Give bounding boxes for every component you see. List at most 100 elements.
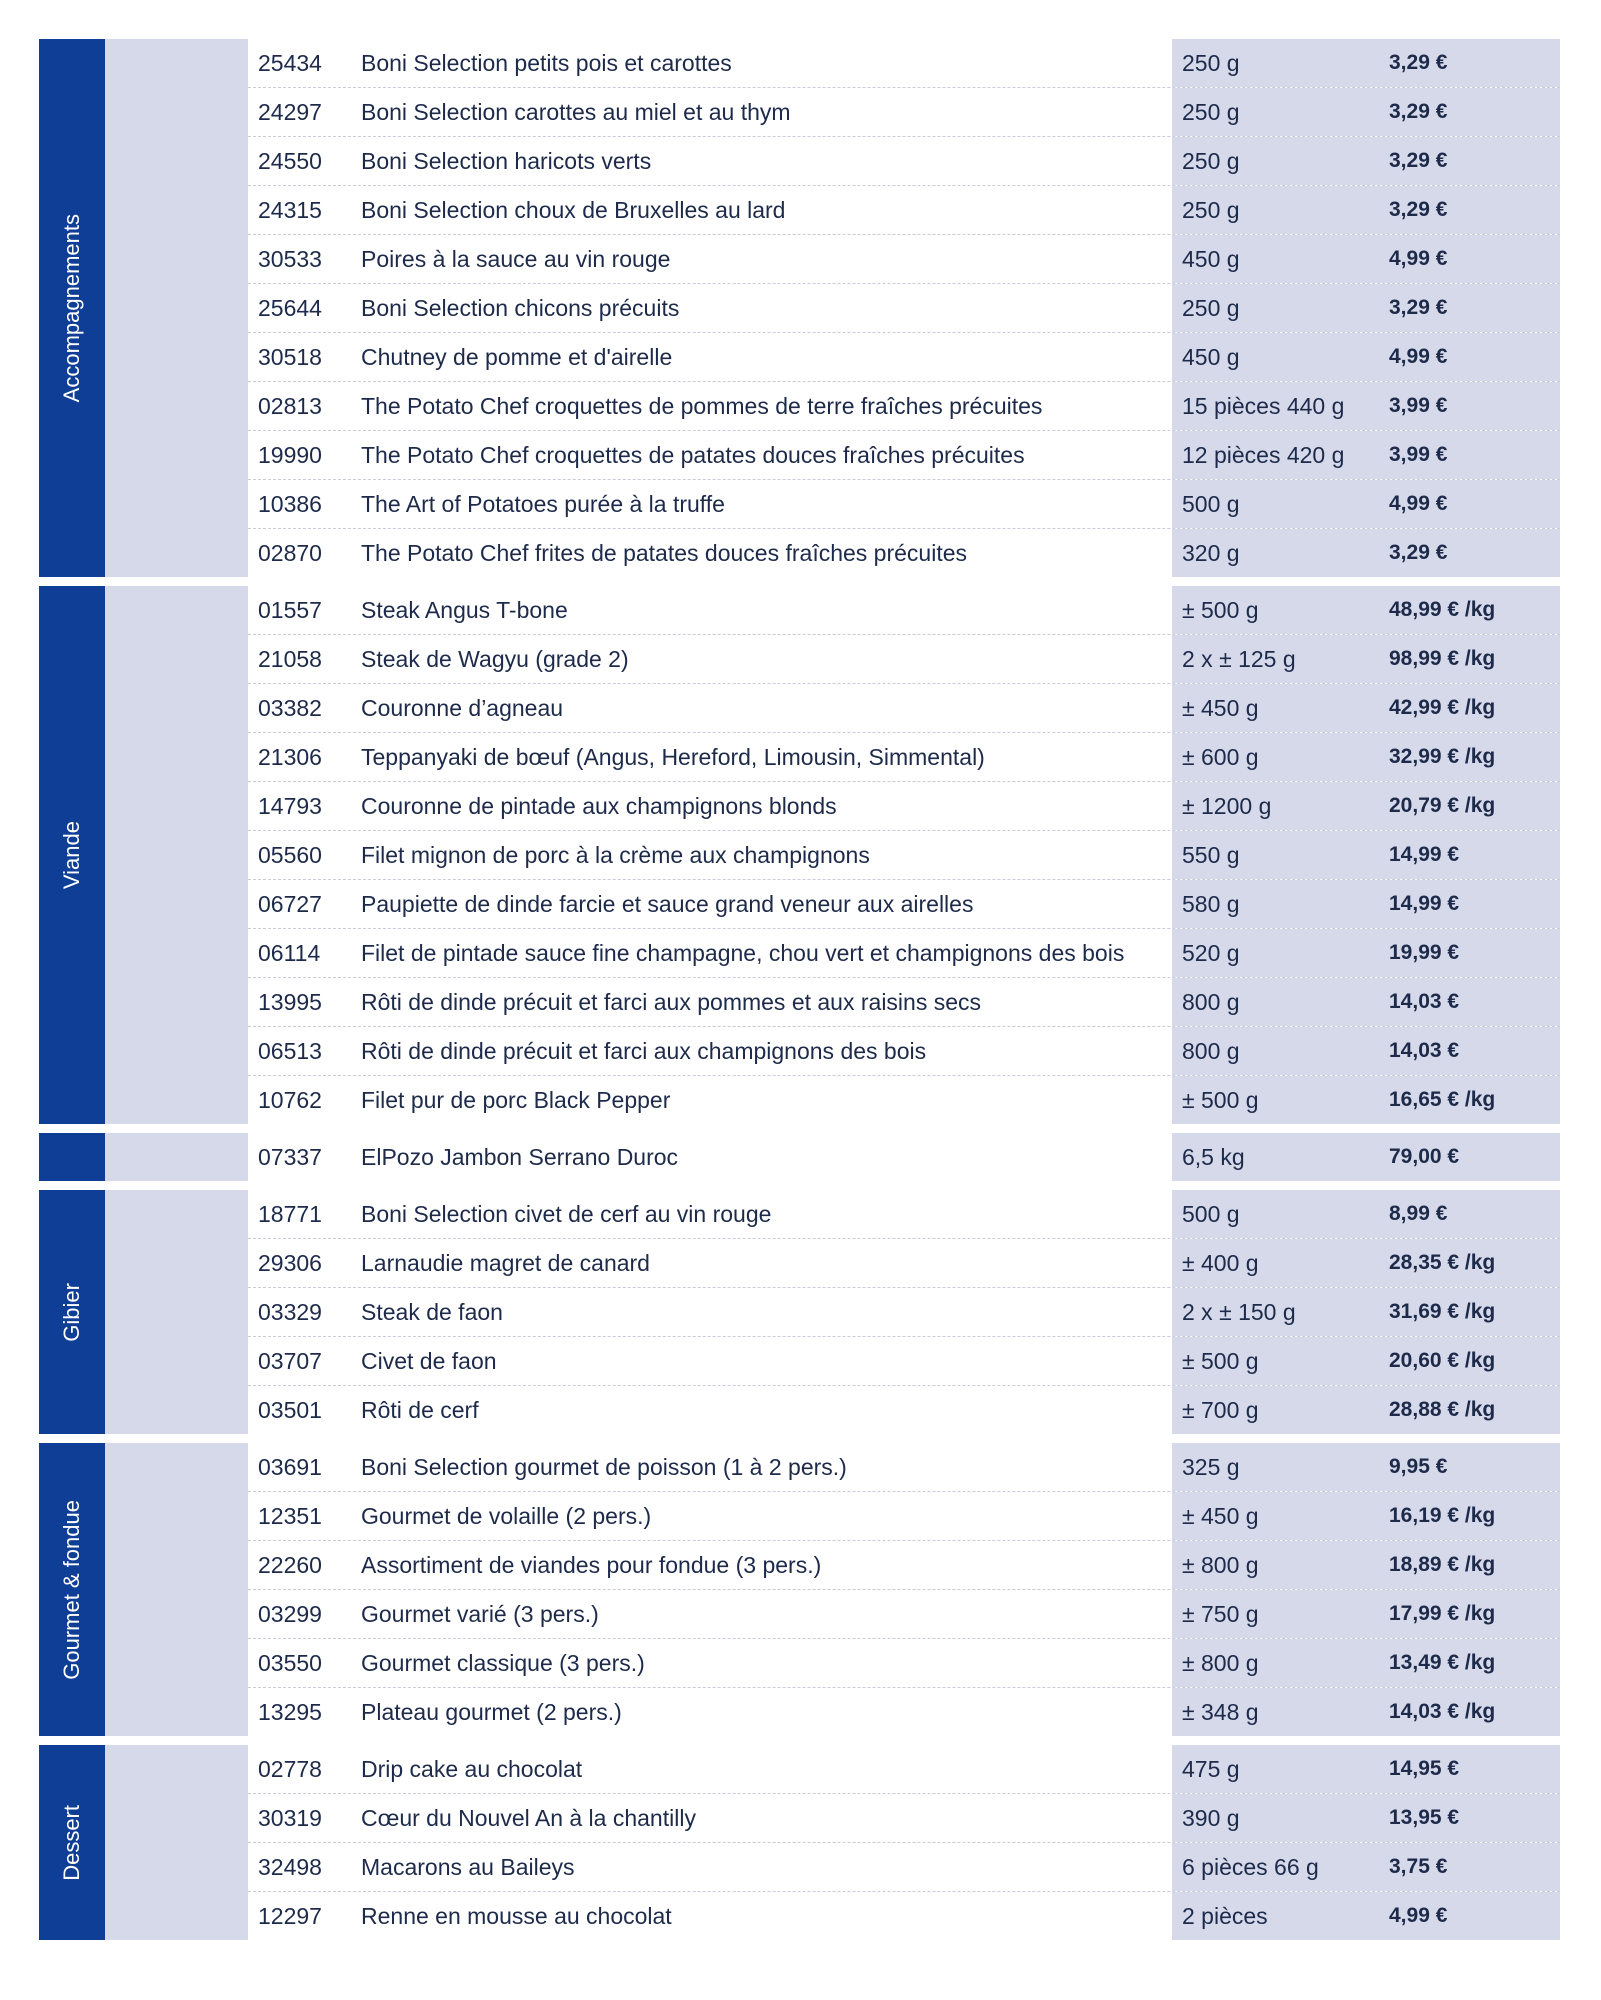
product-weight: ± 800 g	[1171, 1541, 1379, 1589]
product-price: 3,75 €	[1379, 1843, 1560, 1891]
product-code: 03299	[258, 1600, 322, 1627]
product-name: Filet mignon de porc à la crème aux cham…	[361, 841, 870, 868]
product-name: The Potato Chef croquettes de patates do…	[361, 441, 1025, 468]
product-row: 13295 Plateau gourmet (2 pers.) ± 348 g 14,…	[248, 1687, 1560, 1736]
product-code: 02778	[258, 1755, 322, 1782]
product-code: 12351	[258, 1502, 322, 1529]
product-row: 06114 Filet de pintade sauce fine champag…	[248, 928, 1560, 977]
product-row: 21058 Steak de Wagyu (grade 2) 2 x ± 125 g…	[248, 634, 1560, 683]
rows: 01557 Steak Angus T-bone ± 500 g 48,99 € /k…	[248, 586, 1560, 1124]
product-code: 22260	[258, 1551, 322, 1578]
product-name: The Potato Chef frites de patates douces…	[361, 539, 968, 566]
product-price: 14,03 €	[1379, 978, 1560, 1026]
product-name: Rôti de dinde précuit et farci aux champ…	[361, 1037, 927, 1064]
product-weight: ± 450 g	[1171, 1492, 1379, 1540]
product-row: 18771 Boni Selection civet de cerf au vin…	[248, 1190, 1560, 1238]
product-weight: 250 g	[1171, 186, 1379, 234]
spacer-column	[105, 1443, 248, 1736]
product-code: 14793	[258, 792, 322, 819]
rows: 18771 Boni Selection civet de cerf au vin…	[248, 1190, 1560, 1434]
product-code: 03691	[258, 1453, 322, 1480]
section: Accompagnements 25434 Boni Selection petit…	[39, 39, 1560, 577]
product-weight: 250 g	[1171, 284, 1379, 332]
product-weight: 250 g	[1171, 39, 1379, 87]
section-label-band: Gourmet & fondue	[39, 1443, 105, 1736]
product-name: Paupiette de dinde farcie et sauce grand…	[361, 890, 974, 917]
product-price: 19,99 €	[1379, 929, 1560, 977]
product-name: Macarons au Baileys	[361, 1853, 575, 1880]
product-weight: 450 g	[1171, 235, 1379, 283]
product-row: 25644 Boni Selection chicons précuits 250 …	[248, 283, 1560, 332]
product-name: The Art of Potatoes purée à la truffe	[361, 490, 725, 517]
product-price: 3,29 €	[1379, 39, 1560, 87]
product-weight: 2 x ± 150 g	[1171, 1288, 1379, 1336]
product-name: Chutney de pomme et d'airelle	[361, 343, 673, 370]
product-name: Rôti de dinde précuit et farci aux pomme…	[361, 988, 982, 1015]
product-code: 02813	[258, 392, 322, 419]
product-weight: ± 750 g	[1171, 1590, 1379, 1638]
product-weight: 390 g	[1171, 1794, 1379, 1842]
product-price: 18,89 € /kg	[1379, 1541, 1560, 1589]
spacer-column	[105, 1133, 248, 1181]
product-row: 03707 Civet de faon ± 500 g 20,60 € /kg	[248, 1336, 1560, 1385]
product-weight: 325 g	[1171, 1443, 1379, 1491]
product-price: 3,29 €	[1379, 186, 1560, 234]
product-price: 9,95 €	[1379, 1443, 1560, 1491]
product-price: 20,60 € /kg	[1379, 1337, 1560, 1385]
product-name: Boni Selection choux de Bruxelles au lar…	[361, 196, 786, 223]
product-price: 32,99 € /kg	[1379, 733, 1560, 781]
product-weight: ± 800 g	[1171, 1639, 1379, 1687]
product-name: Gourmet de volaille (2 pers.)	[361, 1502, 652, 1529]
product-name: Steak Angus T-bone	[361, 596, 568, 623]
section-label-band: Accompagnements	[39, 39, 105, 577]
product-code: 25644	[258, 294, 322, 321]
product-price: 14,03 € /kg	[1379, 1688, 1560, 1736]
product-price: 13,49 € /kg	[1379, 1639, 1560, 1687]
product-code: 10762	[258, 1086, 322, 1113]
product-weight: ± 500 g	[1171, 586, 1379, 634]
product-price: 28,35 € /kg	[1379, 1239, 1560, 1287]
section: Viande 01557 Steak Angus T-bone ± 500 g 48,9…	[39, 586, 1560, 1124]
product-weight: 2 pièces	[1171, 1892, 1379, 1940]
product-name: Gourmet varié (3 pers.)	[361, 1600, 599, 1627]
product-row: 06513 Rôti de dinde précuit et farci aux …	[248, 1026, 1560, 1075]
product-code: 10386	[258, 490, 322, 517]
product-weight: 15 pièces 440 g	[1171, 382, 1379, 430]
product-weight: 320 g	[1171, 529, 1379, 577]
product-weight: 550 g	[1171, 831, 1379, 879]
product-price: 16,19 € /kg	[1379, 1492, 1560, 1540]
product-row: 32498 Macarons au Baileys 6 pièces 66 g 3,7…	[248, 1842, 1560, 1891]
product-weight: 6 pièces 66 g	[1171, 1843, 1379, 1891]
product-name: Couronne d’agneau	[361, 694, 564, 721]
product-weight: 2 x ± 125 g	[1171, 635, 1379, 683]
product-price: 42,99 € /kg	[1379, 684, 1560, 732]
product-price: 17,99 € /kg	[1379, 1590, 1560, 1638]
product-price: 4,99 €	[1379, 235, 1560, 283]
product-code: 03329	[258, 1298, 322, 1325]
product-row: 10386 The Art of Potatoes purée à la truf…	[248, 479, 1560, 528]
product-row: 30319 Cœur du Nouvel An à la chantilly 390…	[248, 1793, 1560, 1842]
product-code: 24315	[258, 196, 322, 223]
product-name: Rôti de cerf	[361, 1396, 479, 1423]
product-row: 14793 Couronne de pintade aux champignons…	[248, 781, 1560, 830]
product-weight: 520 g	[1171, 929, 1379, 977]
rows: 03691 Boni Selection gourmet de poisson (…	[248, 1443, 1560, 1736]
product-name: Larnaudie magret de canard	[361, 1249, 650, 1276]
product-price: 4,99 €	[1379, 333, 1560, 381]
product-weight: 250 g	[1171, 88, 1379, 136]
product-code: 21058	[258, 645, 322, 672]
product-code: 25434	[258, 49, 322, 76]
product-name: ElPozo Jambon Serrano Duroc	[361, 1143, 679, 1170]
product-row: 21306 Teppanyaki de bœuf (Angus, Hereford…	[248, 732, 1560, 781]
spacer-column	[105, 1190, 248, 1434]
product-name: Civet de faon	[361, 1347, 497, 1374]
product-price: 3,29 €	[1379, 284, 1560, 332]
product-price: 14,99 €	[1379, 831, 1560, 879]
product-price: 13,95 €	[1379, 1794, 1560, 1842]
rows: 25434 Boni Selection petits pois et carot…	[248, 39, 1560, 577]
product-weight: 500 g	[1171, 480, 1379, 528]
section-label: Viande	[59, 820, 84, 890]
product-name: Steak de Wagyu (grade 2)	[361, 645, 629, 672]
